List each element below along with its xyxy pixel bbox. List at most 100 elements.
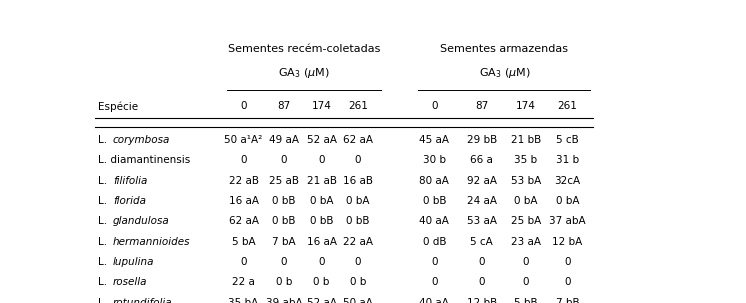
Text: 23 aA: 23 aA [511,237,541,247]
Text: 0: 0 [431,277,438,287]
Text: 35 b: 35 b [514,155,537,165]
Text: L.: L. [98,135,110,145]
Text: 16 aB: 16 aB [343,176,373,186]
Text: 261: 261 [557,101,577,112]
Text: 80 aA: 80 aA [419,176,449,186]
Text: 92 aA: 92 aA [467,176,497,186]
Text: 0 bA: 0 bA [346,196,370,206]
Text: 45 aA: 45 aA [419,135,449,145]
Text: 0: 0 [522,277,529,287]
Text: L.: L. [98,237,110,247]
Text: 50 a¹A²: 50 a¹A² [225,135,263,145]
Text: 0: 0 [431,257,438,267]
Text: 12 bB: 12 bB [467,298,497,303]
Text: 32cA: 32cA [554,176,580,186]
Text: 40 aA: 40 aA [419,216,449,226]
Text: 66 a: 66 a [470,155,493,165]
Text: L.: L. [98,216,110,226]
Text: 0: 0 [478,277,485,287]
Text: 7 bB: 7 bB [556,298,579,303]
Text: L.: L. [98,257,110,267]
Text: 5 cA: 5 cA [471,237,493,247]
Text: 0 bA: 0 bA [514,196,537,206]
Text: 22 aA: 22 aA [343,237,373,247]
Text: 0: 0 [431,101,438,112]
Text: 0: 0 [564,257,571,267]
Text: 0 bB: 0 bB [346,216,370,226]
Text: 22 aB: 22 aB [228,176,259,186]
Text: 52 aA: 52 aA [307,135,336,145]
Text: 0: 0 [240,155,247,165]
Text: filifolia: filifolia [113,176,147,186]
Text: 53 aA: 53 aA [467,216,497,226]
Text: 52 aA: 52 aA [307,298,336,303]
Text: 0 dB: 0 dB [422,237,446,247]
Text: 25 bA: 25 bA [510,216,541,226]
Text: 29 bB: 29 bB [467,135,497,145]
Text: 0 bB: 0 bB [422,196,446,206]
Text: 7 bA: 7 bA [272,237,296,247]
Text: 16 aA: 16 aA [228,196,259,206]
Text: 87: 87 [475,101,489,112]
Text: L.: L. [98,277,110,287]
Text: 30 b: 30 b [423,155,446,165]
Text: glandulosa: glandulosa [113,216,169,226]
Text: L. diamantinensis: L. diamantinensis [98,155,190,165]
Text: 21 aB: 21 aB [307,176,336,186]
Text: 0: 0 [280,257,287,267]
Text: 0: 0 [240,257,247,267]
Text: 0 b: 0 b [350,277,366,287]
Text: 53 bA: 53 bA [510,176,541,186]
Text: 0: 0 [522,257,529,267]
Text: 0: 0 [240,101,247,112]
Text: 0: 0 [319,257,325,267]
Text: 25 aB: 25 aB [269,176,299,186]
Text: rotundifolia: rotundifolia [113,298,172,303]
Text: 40 aA: 40 aA [419,298,449,303]
Text: 62 aA: 62 aA [343,135,373,145]
Text: 0 bB: 0 bB [272,196,296,206]
Text: 5 bB: 5 bB [514,298,538,303]
Text: 24 aA: 24 aA [467,196,497,206]
Text: lupulina: lupulina [113,257,154,267]
Text: Sementes armazendas: Sementes armazendas [440,44,568,54]
Text: 5 bA: 5 bA [232,237,255,247]
Text: 0: 0 [355,257,361,267]
Text: 12 bA: 12 bA [552,237,583,247]
Text: 0: 0 [478,257,485,267]
Text: 0: 0 [319,155,325,165]
Text: 22 a: 22 a [232,277,255,287]
Text: Espécie: Espécie [98,101,138,112]
Text: GA$_3$ ($\mu$M): GA$_3$ ($\mu$M) [278,65,330,79]
Text: 0: 0 [280,155,287,165]
Text: 0: 0 [355,155,361,165]
Text: 5 cB: 5 cB [556,135,579,145]
Text: 0: 0 [564,277,571,287]
Text: 0 bB: 0 bB [272,216,296,226]
Text: 35 bA: 35 bA [228,298,259,303]
Text: 0 bB: 0 bB [310,216,333,226]
Text: 50 aA: 50 aA [343,298,373,303]
Text: corymbosa: corymbosa [113,135,170,145]
Text: 16 aA: 16 aA [307,237,336,247]
Text: 31 b: 31 b [556,155,579,165]
Text: L.: L. [98,298,110,303]
Text: 174: 174 [312,101,331,112]
Text: florida: florida [113,196,146,206]
Text: 0 bA: 0 bA [310,196,333,206]
Text: 37 abA: 37 abA [549,216,586,226]
Text: 261: 261 [348,101,368,112]
Text: 174: 174 [515,101,536,112]
Text: 0 b: 0 b [276,277,292,287]
Text: hermannioides: hermannioides [113,237,190,247]
Text: 21 bB: 21 bB [510,135,541,145]
Text: 39 abA: 39 abA [266,298,302,303]
Text: L.: L. [98,176,110,186]
Text: Sementes recém-coletadas: Sementes recém-coletadas [228,44,380,54]
Text: 49 aA: 49 aA [269,135,299,145]
Text: 62 aA: 62 aA [228,216,259,226]
Text: L.: L. [98,196,110,206]
Text: 0 bA: 0 bA [556,196,579,206]
Text: 0 b: 0 b [313,277,330,287]
Text: GA$_3$ ($\mu$M): GA$_3$ ($\mu$M) [478,65,530,79]
